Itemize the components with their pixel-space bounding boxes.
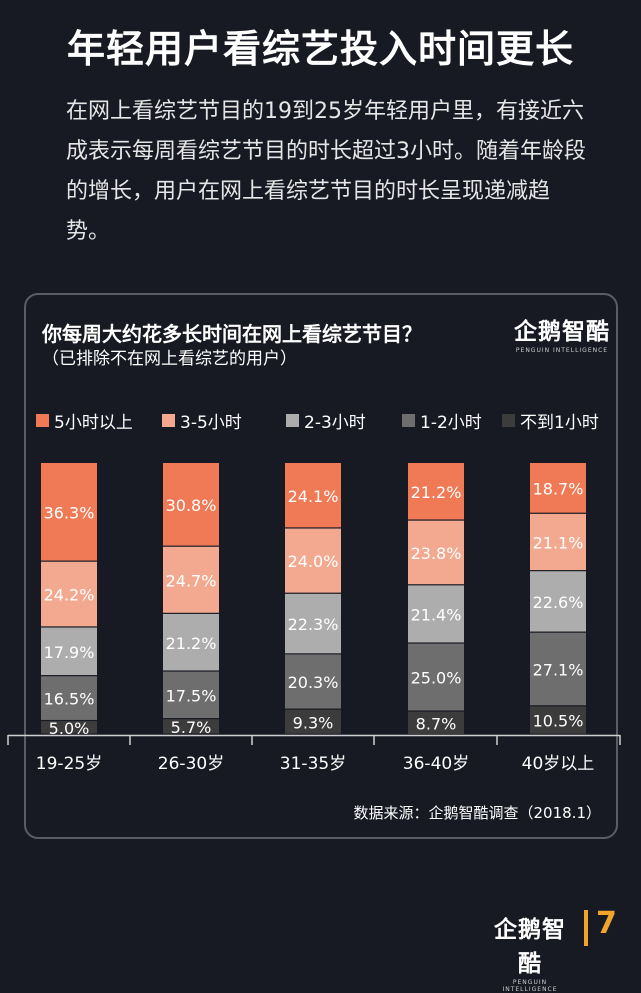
data-label: 16.5% bbox=[44, 690, 95, 709]
bar-stack: 30.8% 24.7% 21.2% 17.5% 5.7% bbox=[163, 463, 219, 737]
legend-label: 2-3小时 bbox=[304, 413, 366, 433]
bar-segment bbox=[41, 676, 97, 720]
category-label: 19-25岁 bbox=[36, 754, 102, 774]
data-label: 24.7% bbox=[166, 571, 217, 590]
data-label: 21.4% bbox=[411, 606, 462, 625]
legend-item: 不到1小时 bbox=[502, 408, 599, 433]
footer-brand-logo-en: PENGUIN INTELLIGENCE bbox=[502, 979, 558, 993]
bar-segment bbox=[285, 654, 341, 709]
legend-label: 不到1小时 bbox=[520, 413, 599, 433]
brand-logo: 企鹅智酷 PENGUIN INTELLIGENCE bbox=[514, 312, 610, 354]
bar-stack: 18.7% 21.1% 22.6% 27.1% 10.5% bbox=[530, 463, 586, 734]
bar-segment bbox=[41, 463, 97, 561]
bar-segment bbox=[285, 463, 341, 528]
category-label: 31-35岁 bbox=[280, 754, 346, 774]
legend-swatch bbox=[36, 414, 49, 427]
category-label: 36-40岁 bbox=[403, 754, 469, 774]
legend-item: 2-3小时 bbox=[286, 408, 366, 433]
category-label: 40岁以上 bbox=[522, 754, 595, 774]
bar-segment bbox=[408, 643, 464, 711]
legend-swatch bbox=[502, 414, 515, 427]
bar-segment bbox=[285, 528, 341, 593]
legend-label: 5小时以上 bbox=[54, 413, 133, 433]
chart-source: 数据来源：企鹅智酷调查（2018.1） bbox=[353, 804, 602, 822]
data-label: 17.5% bbox=[166, 686, 217, 705]
legend-swatch bbox=[162, 414, 175, 427]
data-label: 9.3% bbox=[293, 713, 334, 732]
data-label: 10.5% bbox=[533, 712, 584, 731]
bar-segment bbox=[285, 709, 341, 734]
legend-label: 1-2小时 bbox=[420, 413, 482, 433]
stacked-bar-chart: 36.3% 24.2% 17.9% 16.5% 5.0% 19-25岁 30.8% 24.7%… bbox=[7, 463, 621, 774]
brand-logo-cn: 企鹅智酷 bbox=[514, 319, 610, 345]
bar-segment bbox=[530, 632, 586, 706]
chart-panel bbox=[24, 293, 618, 839]
bar-segment bbox=[163, 719, 219, 734]
legend-label: 3-5小时 bbox=[180, 413, 242, 433]
bar-segment bbox=[163, 463, 219, 546]
legend-swatch bbox=[286, 414, 299, 427]
data-label: 30.8% bbox=[166, 496, 217, 515]
data-label: 8.7% bbox=[416, 714, 457, 733]
data-label: 5.7% bbox=[171, 718, 212, 737]
bar-segment bbox=[163, 671, 219, 719]
bar-segment bbox=[408, 520, 464, 585]
page-number: 7 bbox=[596, 906, 617, 941]
data-label: 23.8% bbox=[411, 544, 462, 563]
bar-stack: 24.1% 24.0% 22.3% 20.3% 9.3% bbox=[285, 463, 341, 734]
bar-stack: 36.3% 24.2% 17.9% 16.5% 5.0% bbox=[41, 463, 97, 738]
bar-segment bbox=[163, 546, 219, 613]
legend-swatch bbox=[402, 414, 415, 427]
bar-segment bbox=[41, 561, 97, 627]
bar-segment bbox=[530, 513, 586, 571]
legend-item: 5小时以上 bbox=[36, 408, 133, 433]
category-label: 26-30岁 bbox=[158, 754, 224, 774]
bar-segment bbox=[408, 585, 464, 643]
data-label: 25.0% bbox=[411, 669, 462, 688]
data-label: 24.2% bbox=[44, 586, 95, 605]
legend-item: 3-5小时 bbox=[162, 408, 242, 433]
bar-segment bbox=[530, 463, 586, 513]
legend-item: 1-2小时 bbox=[402, 408, 482, 433]
bar-segment bbox=[530, 706, 586, 734]
page-description: 在网上看综艺节目的19到25岁年轻用户里，有接近六成表示每周看综艺节目的时长超过… bbox=[66, 99, 586, 244]
bar-segment bbox=[163, 613, 219, 671]
data-label: 5.0% bbox=[49, 719, 90, 738]
bar-stack: 21.2% 23.8% 21.4% 25.0% 8.7% bbox=[408, 463, 464, 735]
brand-logo-en: PENGUIN INTELLIGENCE bbox=[515, 347, 609, 354]
data-label: 21.1% bbox=[533, 534, 584, 553]
data-label: 21.2% bbox=[166, 634, 217, 653]
data-label: 17.9% bbox=[44, 643, 95, 662]
bar-segment bbox=[41, 627, 97, 676]
chart-title: 你每周大约花多长时间在网上看综艺节目？ bbox=[42, 322, 422, 346]
bar-segment bbox=[41, 721, 97, 734]
footer-brand-logo-cn: 企鹅智酷 bbox=[494, 917, 566, 977]
data-label: 24.1% bbox=[288, 487, 339, 506]
footer-brand-logo: 企鹅智酷 PENGUIN INTELLIGENCE bbox=[484, 910, 576, 993]
data-label: 27.1% bbox=[533, 661, 584, 680]
data-label: 18.7% bbox=[533, 479, 584, 498]
data-label: 21.2% bbox=[411, 483, 462, 502]
data-label: 22.3% bbox=[288, 615, 339, 634]
data-label: 24.0% bbox=[288, 552, 339, 571]
data-label: 22.6% bbox=[533, 593, 584, 612]
page-title: 年轻用户看综艺投入时间更长 bbox=[66, 27, 574, 71]
chart-subtitle: （已排除不在网上看综艺的用户） bbox=[42, 349, 297, 369]
data-label: 36.3% bbox=[44, 503, 95, 522]
page-number-divider bbox=[584, 910, 588, 946]
bar-segment bbox=[408, 463, 464, 520]
bar-segment bbox=[530, 571, 586, 632]
bar-segment bbox=[408, 711, 464, 735]
bar-segment bbox=[285, 593, 341, 654]
data-label: 20.3% bbox=[288, 673, 339, 692]
